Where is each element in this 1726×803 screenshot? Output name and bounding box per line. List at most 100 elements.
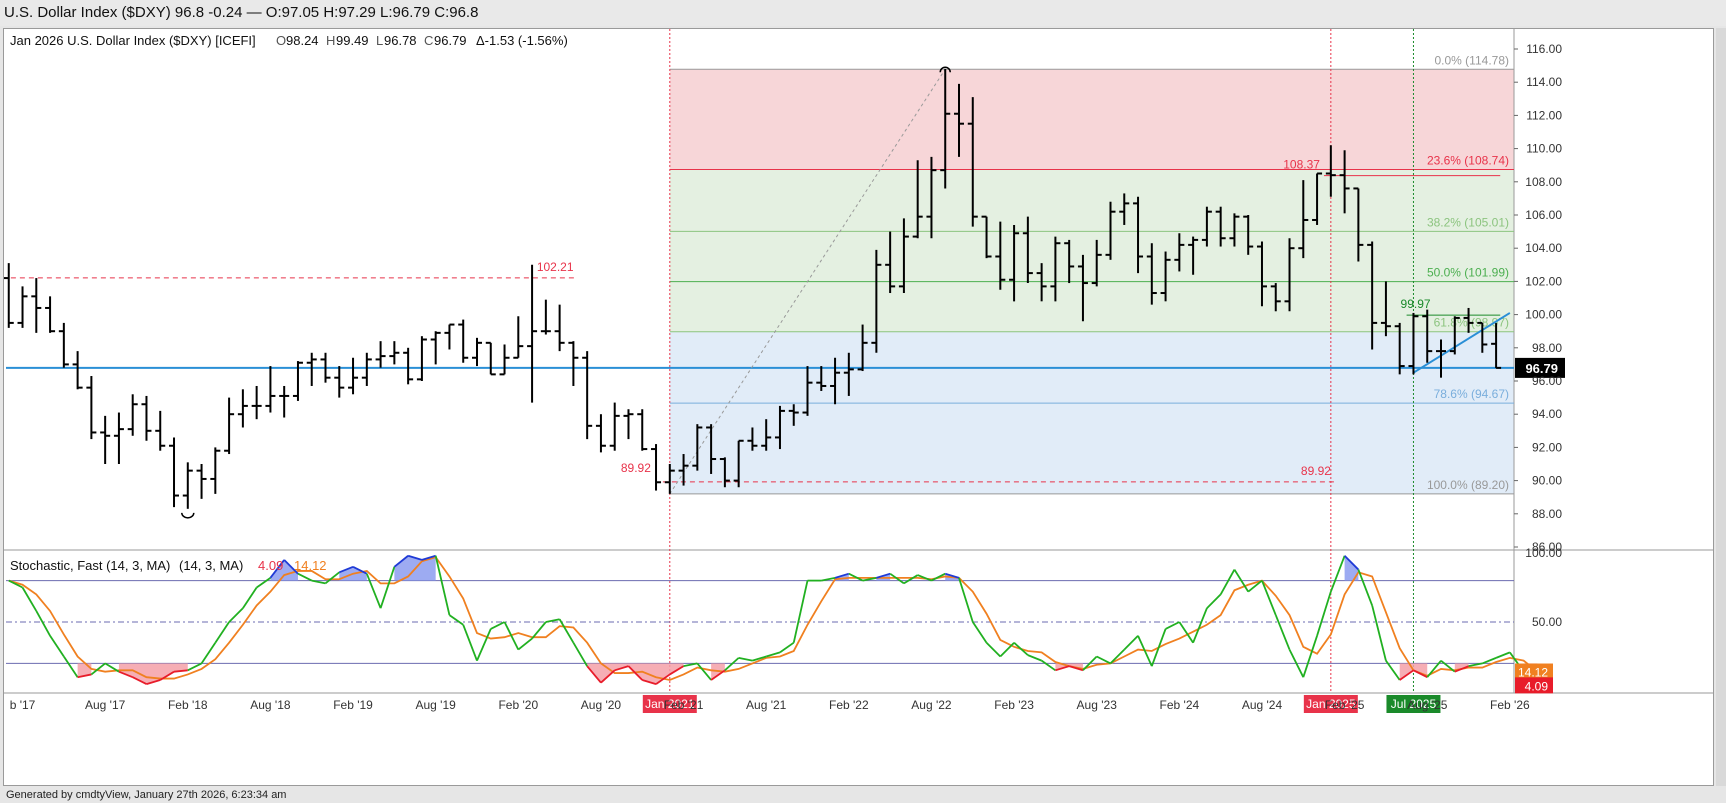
price-tick-label: 106.00 bbox=[1525, 208, 1562, 222]
stoch-title: Stochastic, Fast (14, 3, MA) bbox=[10, 558, 170, 573]
stoch-k-segment bbox=[765, 651, 781, 658]
stoch-k-segment bbox=[1137, 635, 1153, 667]
swing-low-marker bbox=[181, 512, 195, 519]
stoch-k-segment bbox=[1440, 659, 1456, 673]
price-tick-label: 90.00 bbox=[1532, 474, 1562, 488]
stoch-k-segment bbox=[146, 679, 161, 685]
stoch-k-segment bbox=[683, 662, 698, 668]
stoch-k-segment bbox=[696, 662, 712, 681]
stoch-k-segment bbox=[1206, 593, 1222, 609]
stoch-k-segment bbox=[531, 621, 547, 640]
legend-contract: Jan 2026 U.S. Dollar Index ($DXY) [ICEFI… bbox=[10, 33, 256, 48]
price-tick-label: 104.00 bbox=[1525, 241, 1562, 255]
stoch-k-segment bbox=[1413, 669, 1428, 679]
legend-low-label: L bbox=[376, 33, 383, 48]
annotations: 102.21 89.92 89.92 108.37 99.97 bbox=[1, 29, 1514, 693]
stoch-k-segment bbox=[1041, 659, 1056, 672]
stoch-k-segment bbox=[1468, 662, 1483, 668]
stoch-k-segment bbox=[1082, 655, 1098, 671]
ohlc-bars bbox=[3, 66, 1502, 519]
stoch-k-segment bbox=[999, 642, 1015, 658]
stoch-k-value: 4.09 bbox=[258, 558, 283, 573]
fib-zone bbox=[669, 69, 1514, 170]
legend-close-label: C bbox=[424, 33, 433, 48]
stoch-k-segment bbox=[490, 621, 505, 630]
stoch-k-segment bbox=[1329, 555, 1346, 592]
swing-high-marker bbox=[939, 66, 951, 73]
stoch-k-segment bbox=[1013, 642, 1029, 656]
time-tick-label: Feb '23 bbox=[994, 698, 1034, 712]
chart-svg[interactable]: 0.0% (114.78) 23.6% (108.74) 38.2% (105.01… bbox=[1, 29, 1713, 785]
stoch-k-segment bbox=[242, 587, 258, 609]
fib-zone bbox=[669, 281, 1514, 332]
fib-level-label: 0.0% (114.78) bbox=[1435, 53, 1510, 67]
price-tick-label: 116.00 bbox=[1526, 42, 1562, 56]
stoch-zone-fill bbox=[1399, 663, 1428, 680]
level-label: 89.92 bbox=[621, 461, 651, 475]
fib-zone bbox=[669, 169, 1514, 232]
stoch-k-segment bbox=[655, 673, 671, 685]
legend-close: 96.79 bbox=[434, 33, 467, 48]
stoch-k-segment bbox=[1495, 651, 1511, 659]
fib-level-label: 38.2% (105.01) bbox=[1427, 215, 1509, 229]
stoch-k-segment bbox=[1288, 649, 1305, 678]
stoch-k-segment bbox=[1371, 605, 1387, 661]
price-tick-label: 96.00 bbox=[1532, 374, 1562, 388]
fib-levels: 0.0% (114.78) 23.6% (108.74) 38.2% (105.01… bbox=[669, 53, 1514, 495]
stoch-k-segment bbox=[1192, 607, 1208, 644]
fib-level-label: 78.6% (94.67) bbox=[1434, 387, 1509, 401]
time-tick-label: Aug '19 bbox=[416, 698, 457, 712]
stoch-k-segment bbox=[311, 579, 326, 585]
stoch-k-segment bbox=[627, 665, 643, 681]
legend-open: 98.24 bbox=[286, 33, 319, 48]
stoch-k-segment bbox=[393, 555, 409, 568]
fib-level-label: 100.0% (89.20) bbox=[1427, 478, 1509, 492]
stoch-k-segment bbox=[889, 572, 905, 585]
stoch-k-segment bbox=[931, 572, 946, 582]
stoch-k-segment bbox=[338, 565, 354, 574]
time-tick-label: Aug '18 bbox=[250, 698, 291, 712]
stoch-k-segment bbox=[379, 566, 396, 609]
footer-generated: Generated by cmdtyView, January 27th 202… bbox=[0, 787, 1726, 803]
last-price-label: 96.79 bbox=[1525, 361, 1558, 376]
stoch-k-segment bbox=[187, 662, 202, 672]
stoch-k-segment bbox=[1055, 665, 1070, 672]
stoch-k-segment bbox=[545, 618, 560, 623]
legend-high: 99.49 bbox=[336, 33, 369, 48]
stoch-k-segment bbox=[1178, 621, 1194, 644]
stoch-k-segment bbox=[77, 673, 92, 679]
vertical-scrollbar[interactable] bbox=[1716, 28, 1726, 786]
stoch-k-segment bbox=[104, 662, 120, 673]
stoch-k-segment bbox=[710, 669, 726, 681]
stoch-k-segment bbox=[738, 656, 753, 662]
stoch-k-segment bbox=[1357, 569, 1373, 606]
stoch-k-segment bbox=[352, 565, 368, 575]
stoch-k-segment bbox=[1123, 635, 1139, 651]
stoch-k-segment bbox=[200, 642, 217, 664]
stoch-k-segment bbox=[669, 665, 685, 676]
stoch-params: (14, 3, MA) bbox=[179, 558, 243, 573]
legend: Jan 2026 U.S. Dollar Index ($DXY) [ICEFI… bbox=[10, 33, 568, 48]
stoch-k-segment bbox=[558, 618, 575, 644]
vertical-marker-tag bbox=[1386, 695, 1441, 713]
time-tick-label: Aug '21 bbox=[746, 698, 787, 712]
level-label: 108.37 bbox=[1283, 158, 1320, 172]
stoch-k-segment bbox=[641, 679, 657, 685]
stoch-k-segment bbox=[958, 577, 974, 623]
time-tick-label: Feb '26 bbox=[1490, 698, 1530, 712]
stoch-k-segment bbox=[421, 554, 436, 561]
stoch-k-segment bbox=[876, 572, 891, 579]
stoch-d-tag-label: 14.12 bbox=[1518, 666, 1548, 680]
stoch-k-segment bbox=[118, 670, 134, 679]
stoch-k-segment bbox=[8, 579, 23, 589]
stoch-k-segment bbox=[1481, 657, 1497, 665]
chart-area[interactable]: 0.0% (114.78) 23.6% (108.74) 38.2% (105.01… bbox=[1, 28, 1714, 786]
legend-open-label: O bbox=[276, 33, 286, 48]
stoch-k-segment bbox=[1165, 621, 1180, 630]
stoch-zone-fill bbox=[118, 663, 188, 685]
level-label: 89.92 bbox=[1301, 464, 1331, 478]
stoch-k-segment bbox=[1385, 660, 1401, 681]
stoch-k-segment bbox=[944, 572, 960, 579]
stoch-k-segment bbox=[792, 580, 809, 643]
stoch-k-segment bbox=[35, 610, 51, 637]
